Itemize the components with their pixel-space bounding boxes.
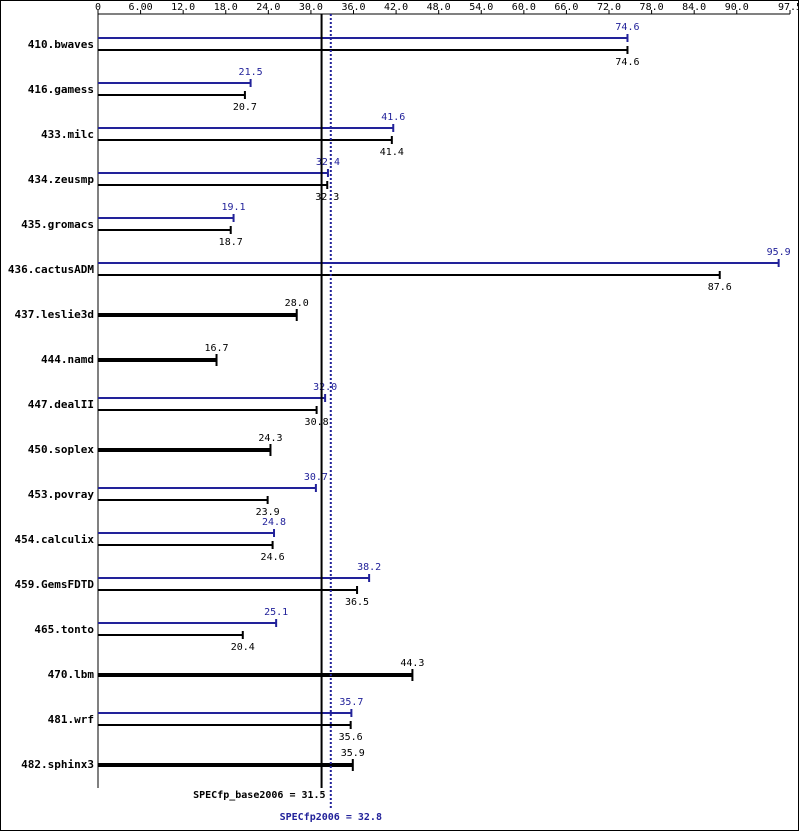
reference-label: SPECfp2006 = 32.8 xyxy=(280,812,382,823)
category-label: 434.zeusmp xyxy=(28,173,95,186)
base-value-label: 32.3 xyxy=(315,192,339,203)
base-value-label: 16.7 xyxy=(204,343,228,354)
category-label: 459.GemsFDTD xyxy=(15,578,95,591)
base-value-label: 24.6 xyxy=(261,552,285,563)
category-label: 450.soplex xyxy=(28,443,95,456)
base-value-label: 18.7 xyxy=(219,237,243,248)
category-label: 465.tonto xyxy=(34,623,94,636)
x-tick-label: 78.0 xyxy=(640,2,664,13)
base-value-label: 35.9 xyxy=(341,748,365,759)
x-tick-label: 12.0 xyxy=(171,2,195,13)
base-value-label: 44.3 xyxy=(400,658,424,669)
base-value-label: 24.3 xyxy=(258,433,282,444)
x-tick-label: 0 xyxy=(95,2,101,13)
peak-value-label: 74.6 xyxy=(615,22,639,33)
x-tick-label: 30.0 xyxy=(299,2,323,13)
x-tick-label: 42.0 xyxy=(384,2,408,13)
base-value-label: 20.7 xyxy=(233,102,257,113)
category-label: 453.povray xyxy=(28,488,95,501)
category-label: 447.dealII xyxy=(28,398,94,411)
x-tick-label: 60.0 xyxy=(512,2,536,13)
peak-value-label: 41.6 xyxy=(381,112,405,123)
x-tick-label: 97.5 xyxy=(778,2,799,13)
x-tick-label: 18.0 xyxy=(214,2,238,13)
x-tick-label: 48.0 xyxy=(427,2,451,13)
base-value-label: 30.8 xyxy=(305,417,329,428)
category-label: 481.wrf xyxy=(48,713,94,726)
base-value-label: 28.0 xyxy=(285,298,309,309)
base-value-label: 23.9 xyxy=(256,507,280,518)
base-value-label: 41.4 xyxy=(380,147,404,158)
peak-value-label: 21.5 xyxy=(239,67,263,78)
category-label: 435.gromacs xyxy=(21,218,94,231)
category-label: 416.gamess xyxy=(28,83,94,96)
base-value-label: 74.6 xyxy=(615,57,639,68)
x-tick-label: 66.0 xyxy=(554,2,578,13)
x-tick-label: 36.0 xyxy=(341,2,365,13)
category-label: 444.namd xyxy=(41,353,94,366)
peak-value-label: 38.2 xyxy=(357,562,381,573)
category-label: 454.calculix xyxy=(15,533,95,546)
peak-value-label: 25.1 xyxy=(264,607,288,618)
x-tick-label: 72.0 xyxy=(597,2,621,13)
peak-value-label: 95.9 xyxy=(767,247,791,258)
x-tick-label: 6.00 xyxy=(129,2,153,13)
base-value-label: 36.5 xyxy=(345,597,369,608)
base-value-label: 35.6 xyxy=(339,732,363,743)
peak-value-label: 19.1 xyxy=(222,202,246,213)
category-label: 410.bwaves xyxy=(28,38,94,51)
base-value-label: 20.4 xyxy=(231,642,255,653)
x-tick-label: 24.0 xyxy=(256,2,280,13)
peak-value-label: 30.7 xyxy=(304,472,328,483)
x-tick-label: 84.0 xyxy=(682,2,706,13)
peak-value-label: 24.8 xyxy=(262,517,286,528)
category-label: 433.milc xyxy=(41,128,94,141)
peak-value-label: 35.7 xyxy=(339,697,363,708)
base-value-label: 87.6 xyxy=(708,282,732,293)
category-label: 470.lbm xyxy=(48,668,95,681)
x-tick-label: 54.0 xyxy=(469,2,493,13)
category-label: 436.cactusADM xyxy=(8,263,94,276)
peak-value-label: 32.4 xyxy=(316,157,340,168)
category-label: 437.leslie3d xyxy=(15,308,94,321)
reference-label: SPECfp_base2006 = 31.5 xyxy=(193,790,325,801)
peak-value-label: 32.0 xyxy=(313,382,337,393)
x-tick-label: 90.0 xyxy=(725,2,749,13)
category-label: 482.sphinx3 xyxy=(21,758,94,771)
